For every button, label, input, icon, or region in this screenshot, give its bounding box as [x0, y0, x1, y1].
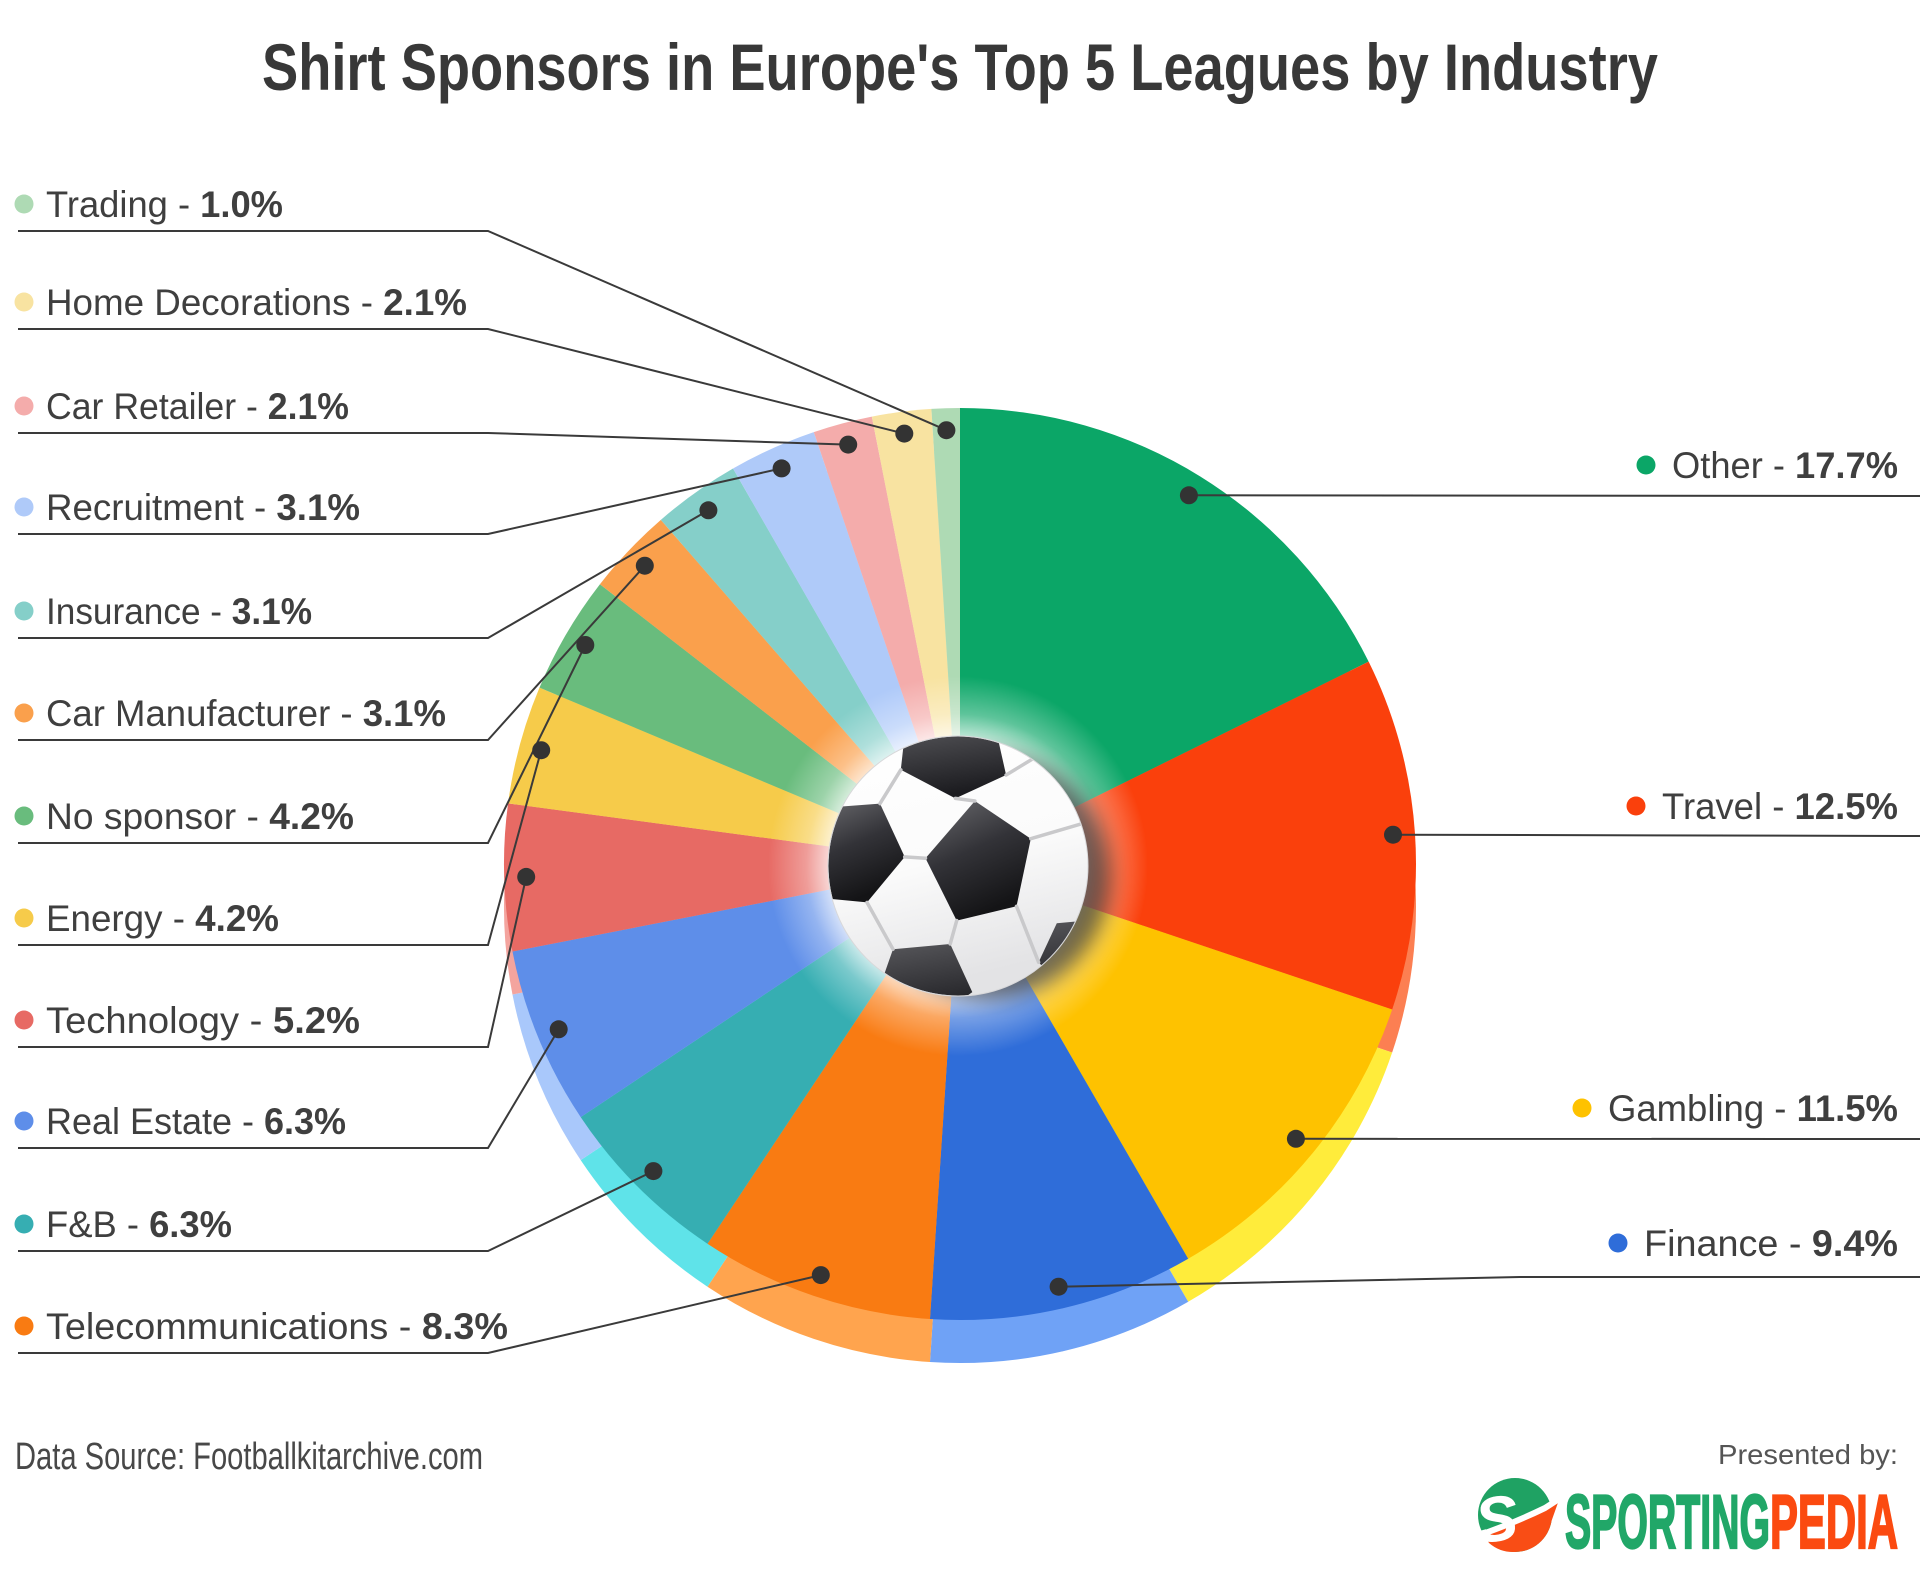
svg-text:Trading - 1.0%: Trading - 1.0% — [46, 184, 283, 225]
svg-text:Other - 17.7%: Other - 17.7% — [1672, 445, 1898, 486]
svg-text:Car Retailer - 2.1%: Car Retailer - 2.1% — [46, 386, 349, 427]
svg-text:Presented by:: Presented by: — [1718, 1439, 1898, 1470]
svg-text:Shirt Sponsors in Europe's Top: Shirt Sponsors in Europe's Top 5 Leagues… — [262, 30, 1658, 104]
svg-text:No sponsor - 4.2%: No sponsor - 4.2% — [46, 796, 354, 837]
svg-text:SPORTING: SPORTING — [1565, 1480, 1770, 1565]
svg-text:Insurance - 3.1%: Insurance - 3.1% — [46, 591, 312, 632]
svg-text:Recruitment - 3.1%: Recruitment - 3.1% — [46, 487, 360, 528]
svg-text:PEDIA: PEDIA — [1770, 1480, 1898, 1565]
svg-text:Energy - 4.2%: Energy - 4.2% — [46, 898, 279, 939]
svg-text:Travel - 12.5%: Travel - 12.5% — [1662, 786, 1898, 827]
svg-text:Technology - 5.2%: Technology - 5.2% — [46, 1000, 360, 1041]
svg-text:Home Decorations - 2.1%: Home Decorations - 2.1% — [46, 282, 467, 323]
svg-text:Real Estate - 6.3%: Real Estate - 6.3% — [46, 1101, 346, 1142]
svg-text:Finance - 9.4%: Finance - 9.4% — [1644, 1223, 1898, 1264]
svg-text:Data Source: Footballkitarchiv: Data Source: Footballkitarchive.com — [15, 1436, 483, 1478]
svg-text:Gambling - 11.5%: Gambling - 11.5% — [1608, 1088, 1898, 1129]
svg-text:F&B - 6.3%: F&B - 6.3% — [46, 1204, 232, 1245]
svg-text:Telecommunications - 8.3%: Telecommunications - 8.3% — [46, 1306, 508, 1347]
svg-text:S: S — [1471, 1481, 1521, 1557]
svg-text:Car Manufacturer - 3.1%: Car Manufacturer - 3.1% — [46, 693, 446, 734]
